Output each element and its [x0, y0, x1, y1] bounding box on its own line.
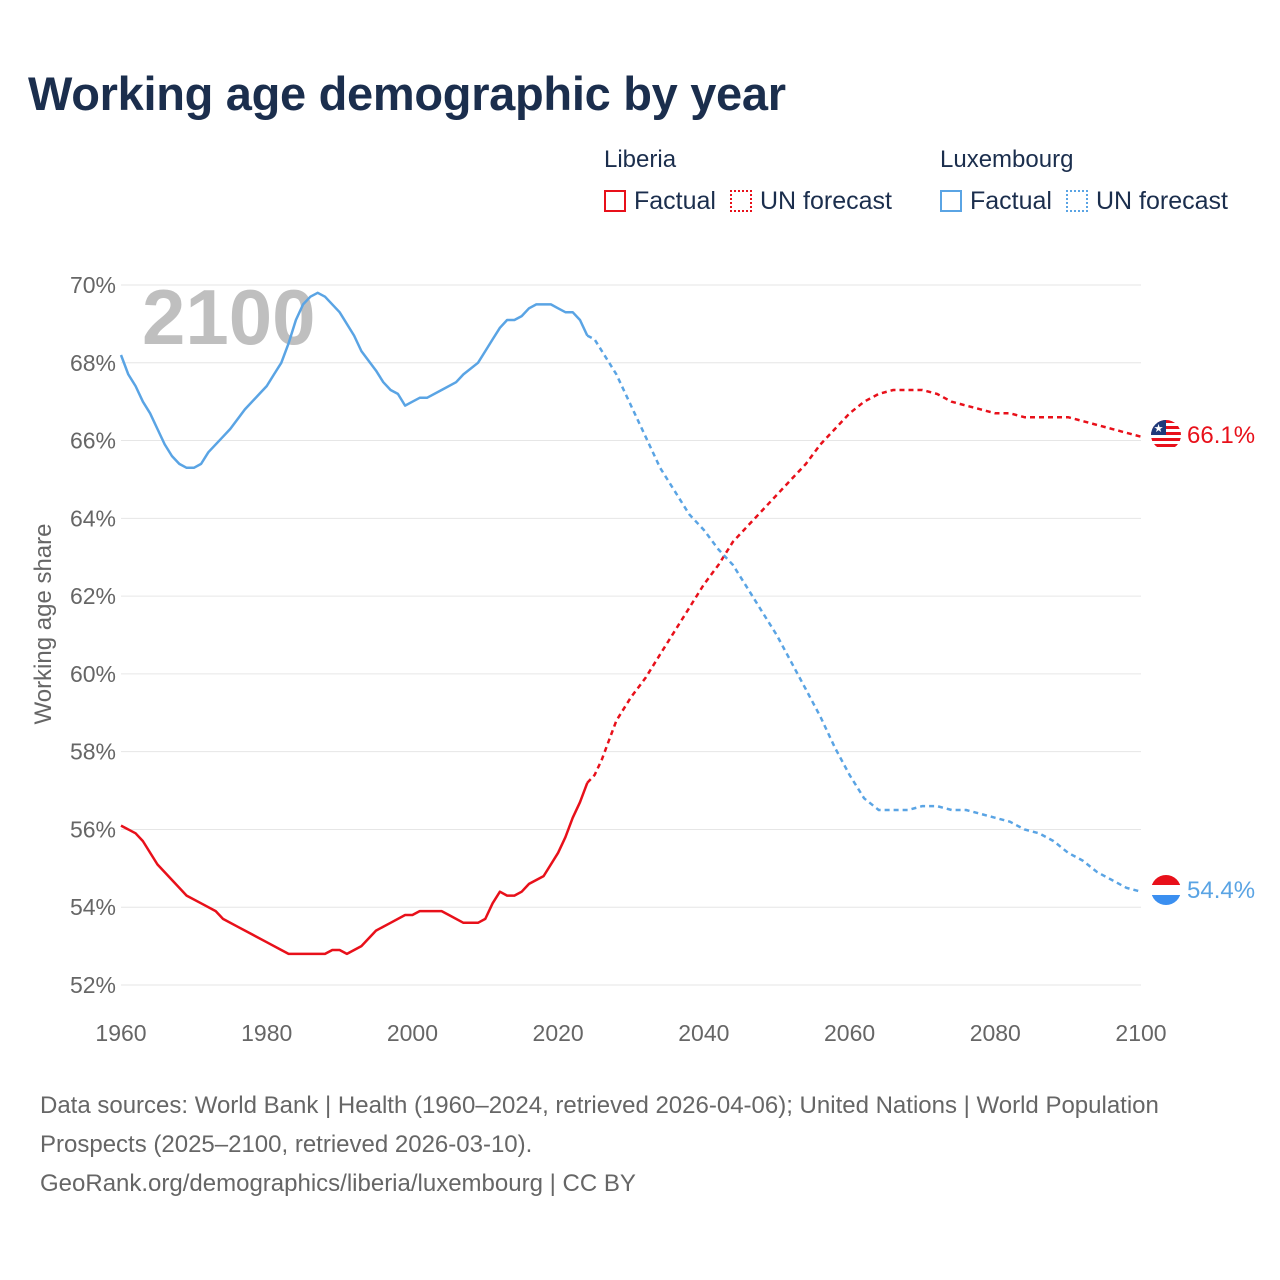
luxembourg-flag-icon [1151, 875, 1181, 905]
legend-liberia-name: Liberia [604, 146, 677, 173]
luxembourg-end-label: 54.4% [1187, 877, 1255, 904]
y-tick-label: 62% [70, 583, 116, 609]
data-sources-text: Data sources: World Bank | Health (1960–… [40, 1092, 1159, 1158]
legend-luxembourg-forecast-swatch [1065, 190, 1088, 212]
legend-liberia-factual[interactable]: Factual [604, 186, 716, 216]
x-tick-label: 2080 [970, 1020, 1021, 1046]
legend-liberia-forecast-label: UN forecast [759, 187, 892, 215]
liberia-end-label: 66.1% [1187, 422, 1255, 449]
x-tick-label: 2000 [387, 1020, 438, 1046]
y-tick-label: 58% [70, 739, 116, 765]
legend-liberia-factual-swatch [604, 190, 626, 212]
legend-luxembourg-factual[interactable]: Factual [940, 186, 1052, 216]
y-tick-label: 68% [70, 350, 116, 376]
chart-title: Working age demographic by year [28, 67, 786, 120]
y-tick-label: 64% [70, 505, 116, 531]
svg-text:★: ★ [1154, 422, 1164, 435]
x-tick-label: 2020 [533, 1020, 584, 1046]
year-watermark: 2100 [142, 273, 316, 361]
x-tick-label: 2040 [678, 1020, 729, 1046]
legend-liberia-forecast[interactable]: UN forecast [729, 186, 892, 216]
attribution-link[interactable]: GeoRank.org/demographics/liberia/luxembo… [40, 1170, 636, 1197]
legend-luxembourg-factual-label: Factual [970, 187, 1052, 215]
legend-luxembourg-name: Luxembourg [940, 146, 1074, 173]
y-tick-label: 60% [70, 661, 116, 687]
y-tick-label: 52% [70, 972, 116, 998]
legend-liberia-forecast-swatch [729, 190, 752, 212]
luxembourg-factual-line [119, 291, 589, 470]
x-tick-label: 2100 [1115, 1020, 1166, 1046]
legend-luxembourg-factual-swatch [940, 190, 962, 212]
y-tick-label: 66% [70, 428, 116, 454]
x-tick-label: 1960 [95, 1020, 146, 1046]
luxembourg-forecast-line [586, 334, 1142, 893]
legend-liberia: Liberia Factual UN forecast [604, 144, 906, 216]
x-tick-label: 1980 [241, 1020, 292, 1046]
legend-luxembourg: Luxembourg Factual UN forecast [940, 144, 1242, 216]
liberia-flag-icon: ★ [1151, 420, 1181, 450]
legend-liberia-factual-label: Factual [634, 187, 716, 215]
liberia-factual-line [120, 782, 589, 956]
footer: Data sources: World Bank | Health (1960–… [40, 1086, 1220, 1203]
legend-luxembourg-forecast-label: UN forecast [1095, 187, 1228, 215]
legend-luxembourg-forecast[interactable]: UN forecast [1065, 186, 1228, 216]
y-tick-label: 70% [70, 272, 116, 298]
y-tick-label: 54% [70, 894, 116, 920]
y-tick-label: 56% [70, 816, 116, 842]
y-axis-title: Working age share [30, 524, 57, 725]
line-chart: 2100 52% 54% 56% 58% 60% 62% 64% 66% 68% 70% 1960… [30, 272, 1255, 1046]
liberia-forecast-line [586, 388, 1142, 784]
x-tick-label: 2060 [824, 1020, 875, 1046]
